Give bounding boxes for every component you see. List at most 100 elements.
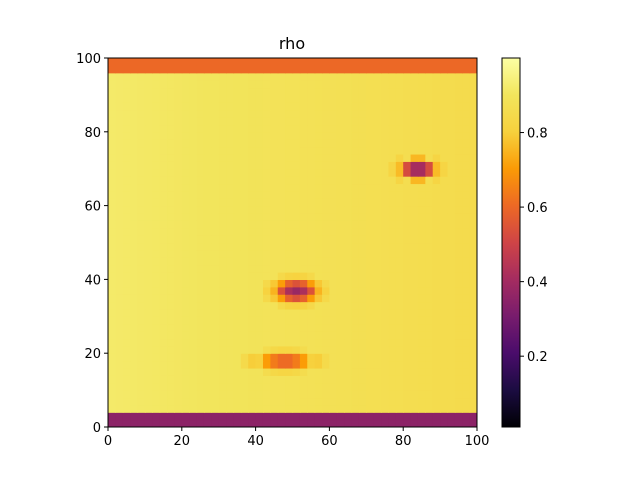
heatmap-cell xyxy=(322,345,330,354)
heatmap-cell xyxy=(447,272,456,280)
heatmap-cell xyxy=(181,242,190,251)
heatmap-cell xyxy=(122,131,131,140)
heatmap-cell xyxy=(211,168,220,177)
heatmap-cell xyxy=(262,412,271,421)
heatmap-cell xyxy=(196,198,205,207)
heatmap-cell xyxy=(366,168,375,177)
heatmap-cell xyxy=(218,390,227,399)
heatmap-cell xyxy=(314,131,323,140)
heatmap-cell xyxy=(137,139,146,148)
heatmap-cell xyxy=(403,272,412,280)
heatmap-cell xyxy=(144,272,153,280)
heatmap-cell xyxy=(381,308,390,317)
heatmap-cell xyxy=(440,419,449,427)
heatmap-cell xyxy=(417,161,426,170)
heatmap-cell xyxy=(462,301,471,310)
heatmap-cell xyxy=(196,294,205,303)
heatmap-cell xyxy=(344,102,353,111)
heatmap-cell xyxy=(388,286,397,295)
heatmap-cell xyxy=(447,301,456,310)
heatmap-cell xyxy=(410,257,419,266)
heatmap-cell xyxy=(351,235,360,244)
heatmap-cell xyxy=(240,272,249,280)
heatmap-cell xyxy=(366,308,375,317)
heatmap-cell xyxy=(447,190,456,199)
heatmap-cell xyxy=(226,72,235,81)
heatmap-cell xyxy=(152,294,161,303)
heatmap-cell xyxy=(403,264,412,273)
heatmap-cell xyxy=(440,117,449,126)
heatmap-cell xyxy=(440,242,449,251)
heatmap-cell xyxy=(196,286,205,295)
heatmap-cell xyxy=(462,153,471,162)
heatmap-cell xyxy=(144,294,153,303)
heatmap-cell xyxy=(196,242,205,251)
heatmap-cell xyxy=(255,360,264,369)
heatmap-cell xyxy=(454,301,463,310)
heatmap-cell xyxy=(262,139,271,148)
heatmap-cell xyxy=(447,139,456,148)
heatmap-cell xyxy=(373,338,382,347)
heatmap-cell xyxy=(270,124,279,133)
heatmap-cell xyxy=(469,272,477,280)
heatmap-cell xyxy=(270,264,279,273)
heatmap-cell xyxy=(329,286,338,295)
heatmap-cell xyxy=(314,294,323,303)
heatmap-cell xyxy=(373,353,382,362)
heatmap-cell xyxy=(381,80,390,89)
heatmap-cell xyxy=(262,242,271,251)
heatmap-cell xyxy=(358,308,367,317)
heatmap-cell xyxy=(240,205,249,214)
heatmap-cell xyxy=(137,397,146,406)
heatmap-cell xyxy=(196,338,205,347)
heatmap-cell xyxy=(403,146,412,155)
heatmap-cell xyxy=(447,323,456,332)
heatmap-cell xyxy=(292,212,301,221)
heatmap-cell xyxy=(351,58,360,66)
heatmap-cell xyxy=(130,390,139,399)
heatmap-cell xyxy=(314,190,323,199)
heatmap-cell xyxy=(344,390,353,399)
heatmap-cell xyxy=(108,80,116,89)
heatmap-cell xyxy=(218,102,227,111)
heatmap-cell xyxy=(344,94,353,103)
heatmap-cell xyxy=(440,72,449,81)
heatmap-cell xyxy=(469,375,477,384)
heatmap-cell xyxy=(381,345,390,354)
heatmap-cell xyxy=(159,235,168,244)
heatmap-cell xyxy=(262,272,271,280)
heatmap-cell xyxy=(167,301,176,310)
heatmap-cell xyxy=(255,323,264,332)
heatmap-cell xyxy=(115,419,124,427)
heatmap-cell xyxy=(454,139,463,148)
heatmap-cell xyxy=(181,286,190,295)
heatmap-cell xyxy=(381,286,390,295)
heatmap-cell xyxy=(358,102,367,111)
heatmap-cell xyxy=(159,301,168,310)
heatmap-cell xyxy=(130,308,139,317)
heatmap-cell xyxy=(240,190,249,199)
heatmap-cell xyxy=(174,353,183,362)
heatmap-cell xyxy=(174,338,183,347)
heatmap-cell xyxy=(462,345,471,354)
heatmap-cell xyxy=(403,109,412,118)
heatmap-cell xyxy=(336,404,345,413)
heatmap-cell xyxy=(159,117,168,126)
heatmap-cell xyxy=(174,205,183,214)
heatmap-cell xyxy=(270,146,279,155)
heatmap-cell xyxy=(388,404,397,413)
heatmap-cell xyxy=(115,257,124,266)
heatmap-cell xyxy=(196,139,205,148)
heatmap-cell xyxy=(248,390,257,399)
heatmap-cell xyxy=(373,375,382,384)
heatmap-cell xyxy=(196,146,205,155)
heatmap-cell xyxy=(425,308,434,317)
heatmap-cell xyxy=(255,412,264,421)
heatmap-cell xyxy=(307,375,316,384)
heatmap-cell xyxy=(322,286,330,295)
heatmap-cell xyxy=(395,404,404,413)
heatmap-cell xyxy=(410,397,419,406)
heatmap-cell xyxy=(366,117,375,126)
heatmap-cell xyxy=(314,72,323,81)
heatmap-cell xyxy=(351,146,360,155)
